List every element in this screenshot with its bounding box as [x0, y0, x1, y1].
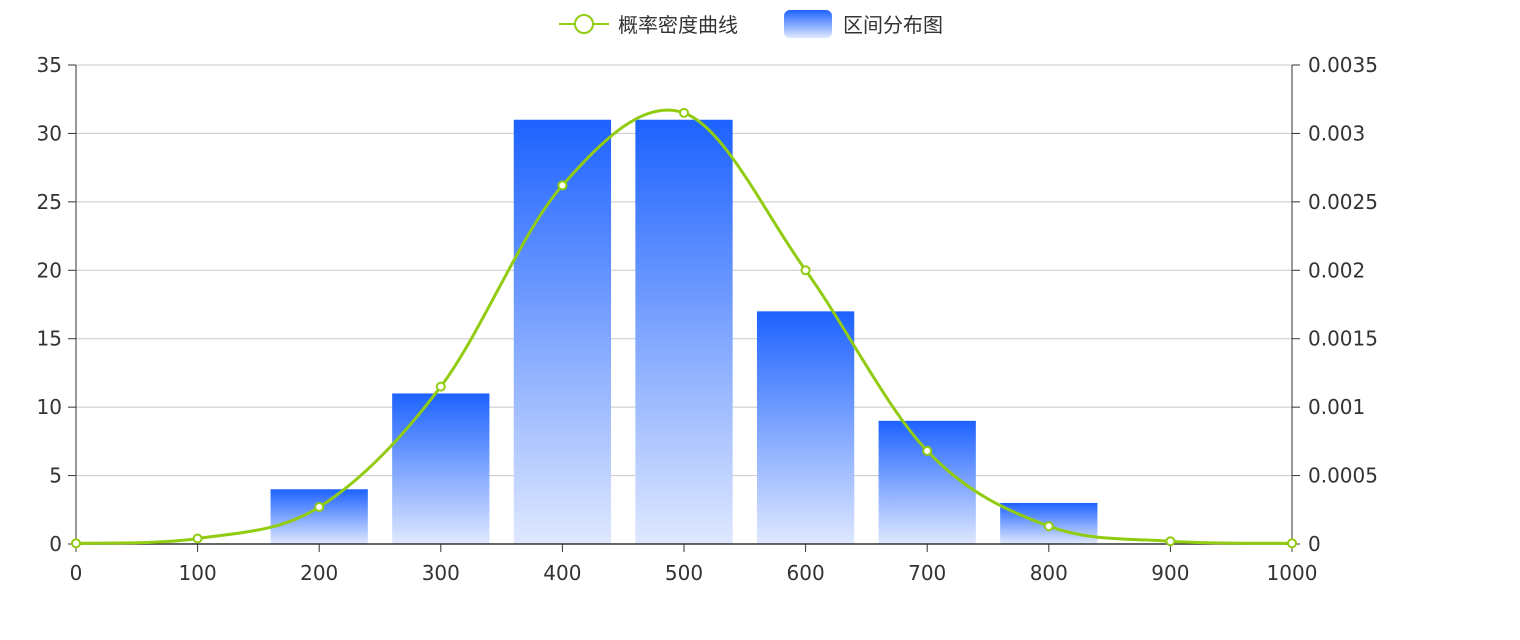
y-right-tick-label: 0.001: [1308, 395, 1365, 419]
y-left-tick-label: 35: [37, 53, 62, 77]
density-point[interactable]: [435, 381, 446, 392]
x-tick-label: 200: [300, 561, 338, 585]
y-left-tick-label: 0: [49, 532, 62, 556]
legend-bar-icon: [784, 10, 832, 38]
legend-label-bars: 区间分布图: [843, 13, 943, 37]
y-right-tick-label: 0.002: [1308, 258, 1365, 282]
density-point[interactable]: [71, 538, 81, 549]
y-left-tick-label: 20: [37, 258, 62, 282]
legend[interactable]: 概率密度曲线 区间分布图: [559, 10, 943, 38]
legend-item-density-line[interactable]: 概率密度曲线: [559, 13, 738, 37]
density-point[interactable]: [1043, 521, 1054, 532]
y-left-tick-label: 25: [37, 190, 62, 214]
y-left-tick-label: 10: [37, 395, 62, 419]
density-point[interactable]: [679, 107, 689, 118]
y-right-tick-label: 0.0025: [1308, 190, 1378, 214]
y-right-tick-label: 0.003: [1308, 121, 1365, 145]
x-tick-label: 100: [179, 561, 217, 585]
y-left-tick-label: 5: [49, 464, 62, 488]
y-right-tick-label: 0: [1308, 532, 1321, 556]
x-tick-label: 900: [1151, 561, 1189, 585]
x-tick-label: 600: [787, 561, 825, 585]
x-tick-label: 500: [665, 561, 703, 585]
x-tick-label: 300: [422, 561, 460, 585]
density-point[interactable]: [557, 180, 568, 191]
x-tick-label: 1000: [1267, 561, 1318, 585]
y-right-tick-label: 0.0035: [1308, 53, 1378, 77]
density-point[interactable]: [192, 533, 203, 544]
y-right-tick-label: 0.0015: [1308, 327, 1378, 351]
axes: 0 5 10 15 20 25 30 35 0 0.0005 0.001 0.0015 0.002 0.0…: [37, 53, 1378, 585]
density-point[interactable]: [1287, 538, 1297, 549]
bar[interactable]: [878, 420, 976, 544]
x-tick-label: 400: [543, 561, 581, 585]
y-right-tick-label: 0.0005: [1308, 464, 1378, 488]
density-point[interactable]: [922, 445, 933, 456]
density-line-series: [71, 107, 1297, 549]
bar[interactable]: [756, 311, 855, 544]
density-point[interactable]: [1165, 536, 1176, 547]
density-point[interactable]: [314, 502, 325, 513]
x-tick-label: 0: [70, 561, 83, 585]
bar[interactable]: [392, 393, 490, 544]
legend-label-density: 概率密度曲线: [618, 13, 738, 37]
y-left-tick-label: 15: [37, 327, 62, 351]
legend-circle-icon: [574, 14, 594, 34]
y-left-tick-label: 30: [37, 121, 62, 145]
bar[interactable]: [270, 489, 368, 544]
x-tick-label: 800: [1030, 561, 1068, 585]
bar[interactable]: [513, 119, 612, 544]
bar[interactable]: [635, 119, 733, 544]
x-tick-label: 700: [908, 561, 946, 585]
density-point[interactable]: [800, 265, 811, 276]
legend-item-bar[interactable]: 区间分布图: [784, 10, 943, 38]
bar-series: [270, 119, 1098, 544]
